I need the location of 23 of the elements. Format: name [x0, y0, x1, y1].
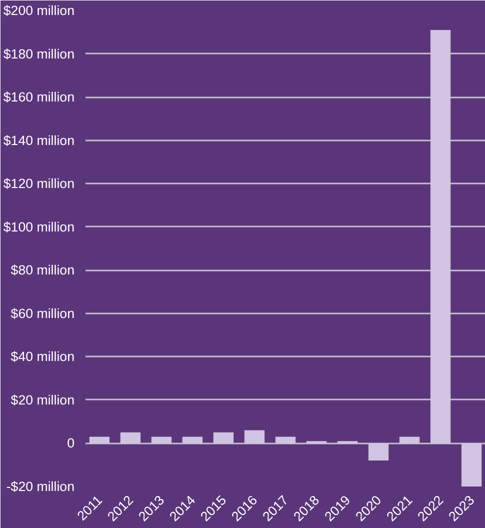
y-tick-label: -$20 million	[6, 479, 75, 494]
y-tick-label: $140 million	[3, 132, 74, 148]
bar	[399, 436, 420, 444]
bar	[275, 436, 296, 444]
y-tick-label: $20 million	[10, 392, 75, 408]
bar	[461, 443, 482, 486]
bar	[430, 30, 451, 444]
y-tick-label: $160 million	[3, 90, 74, 105]
bar	[151, 436, 172, 444]
y-tick-label: $80 million	[10, 262, 75, 278]
y-tick-label: 0	[67, 436, 75, 451]
y-tick-label: $60 million	[10, 306, 75, 321]
bar	[120, 432, 141, 444]
bar	[213, 432, 234, 444]
y-tick-label: $100 million	[3, 219, 74, 234]
bar	[89, 436, 110, 444]
bar	[244, 430, 265, 444]
bar	[368, 443, 389, 461]
y-tick-label: $120 million	[3, 176, 74, 192]
y-tick-label: $180 million	[3, 46, 74, 62]
y-tick-label: $200 million	[3, 3, 74, 18]
y-tick-label: $40 million	[10, 349, 75, 364]
bar	[182, 436, 203, 444]
